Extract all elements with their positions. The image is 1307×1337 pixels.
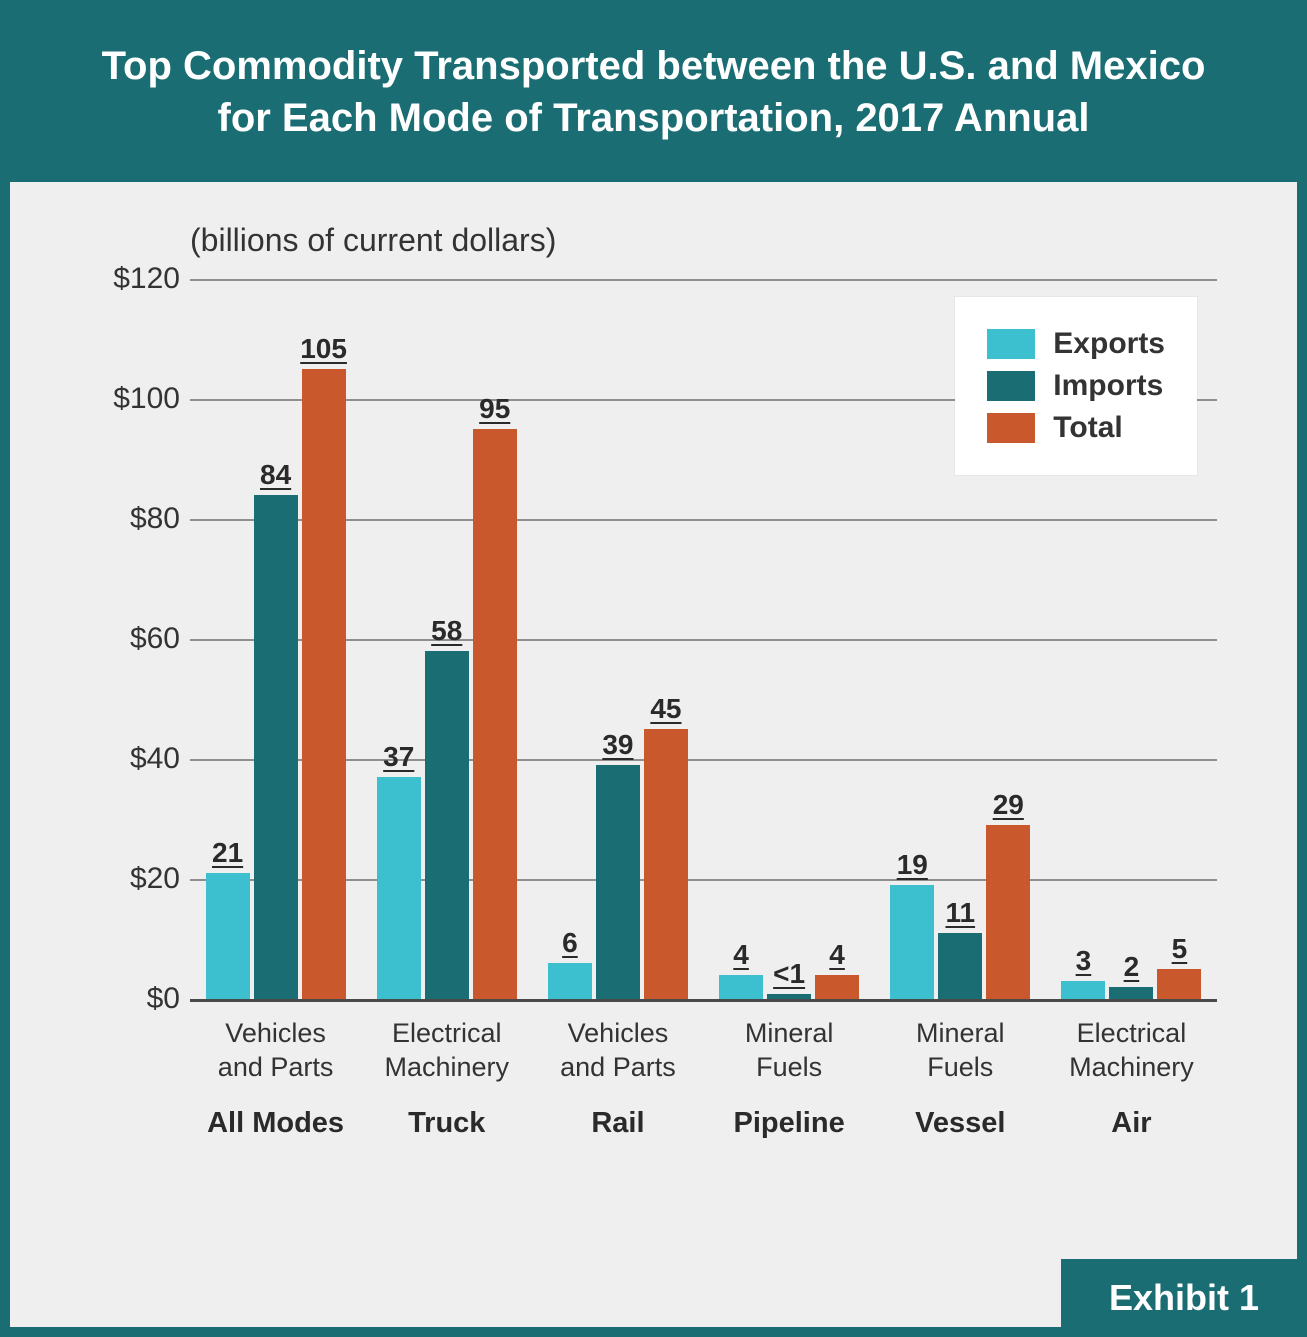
title-line-1: Top Commodity Transported between the U.… <box>50 40 1257 92</box>
bar-value-label: 11 <box>945 897 975 929</box>
legend-swatch <box>987 413 1035 443</box>
bar-value-label: 2 <box>1124 951 1140 983</box>
bar-value-label: 4 <box>829 939 845 971</box>
bar-group: 4 <1 4 <box>704 279 875 999</box>
commodity-label: Vehiclesand Parts <box>532 1017 703 1085</box>
legend-label: Total <box>1053 411 1122 445</box>
bar-imports: <1 <box>767 994 811 999</box>
bar-exports: 21 <box>206 873 250 999</box>
chart-area: (billions of current dollars) $0 $20 $40 $6… <box>10 182 1297 1242</box>
commodity-label: MineralFuels <box>704 1017 875 1085</box>
chart-subtitle: (billions of current dollars) <box>190 222 1237 259</box>
bar-exports: 3 <box>1061 981 1105 999</box>
bar-total: 105 <box>302 369 346 999</box>
baseline <box>190 999 1217 1002</box>
y-axis-tick-label: $100 <box>90 382 180 416</box>
bar-value-label: 37 <box>383 741 414 773</box>
bar-group: 2184105 <box>190 279 361 999</box>
y-axis-tick-label: $120 <box>90 262 180 296</box>
bar-value-label: 4 <box>733 939 749 971</box>
mode-label: Rail <box>532 1107 703 1140</box>
bar-imports: 11 <box>938 933 982 999</box>
legend-item: Exports <box>987 327 1165 361</box>
legend-item: Total <box>987 411 1165 445</box>
bar-value-label: 3 <box>1076 945 1092 977</box>
x-axis-group-label: MineralFuels Vessel <box>875 1017 1046 1140</box>
legend-label: Exports <box>1053 327 1165 361</box>
legend-label: Imports <box>1053 369 1163 403</box>
y-axis-tick-label: $0 <box>90 982 180 1016</box>
bar-group: 375895 <box>361 279 532 999</box>
bar-value-label: 21 <box>212 837 243 869</box>
title-bar: Top Commodity Transported between the U.… <box>10 10 1297 182</box>
bar-value-label: 95 <box>479 393 510 425</box>
bar-value-label: 45 <box>650 693 681 725</box>
commodity-label: ElectricalMachinery <box>1046 1017 1217 1085</box>
mode-label: All Modes <box>190 1107 361 1140</box>
bar-imports: 58 <box>425 651 469 999</box>
chart-frame: Top Commodity Transported between the U.… <box>0 0 1307 1337</box>
bar-value-label: 58 <box>431 615 462 647</box>
bar-value-label: 19 <box>897 849 928 881</box>
commodity-label: Vehiclesand Parts <box>190 1017 361 1085</box>
y-axis-tick-label: $20 <box>90 862 180 896</box>
commodity-label: MineralFuels <box>875 1017 1046 1085</box>
bar-exports: 6 <box>548 963 592 999</box>
bar-exports: 4 <box>719 975 763 999</box>
mode-label: Truck <box>361 1107 532 1140</box>
bar-value-label: 29 <box>993 789 1024 821</box>
x-axis-group-label: Vehiclesand Parts Rail <box>532 1017 703 1140</box>
bar-total: 5 <box>1157 969 1201 999</box>
x-axis-group-label: Vehiclesand Parts All Modes <box>190 1017 361 1140</box>
legend-swatch <box>987 329 1035 359</box>
bar-value-label: 84 <box>260 459 291 491</box>
title-line-2: for Each Mode of Transportation, 2017 An… <box>50 92 1257 144</box>
bar-value-label: 39 <box>602 729 633 761</box>
bar-value-label: 105 <box>300 333 347 365</box>
x-axis-labels: Vehiclesand PartsAll ModesElectricalMach… <box>190 1017 1217 1140</box>
mode-label: Air <box>1046 1107 1217 1140</box>
mode-label: Pipeline <box>704 1107 875 1140</box>
bar-imports: 2 <box>1109 987 1153 999</box>
bar-value-label: 6 <box>562 927 578 959</box>
x-axis-group-label: ElectricalMachinery Air <box>1046 1017 1217 1140</box>
legend-swatch <box>987 371 1035 401</box>
bar-value-label: <1 <box>773 958 805 990</box>
bar-total: 4 <box>815 975 859 999</box>
bar-exports: 37 <box>377 777 421 999</box>
bar-imports: 84 <box>254 495 298 999</box>
x-axis-group-label: ElectricalMachinery Truck <box>361 1017 532 1140</box>
exhibit-tag: Exhibit 1 <box>1061 1259 1307 1337</box>
commodity-label: ElectricalMachinery <box>361 1017 532 1085</box>
bar-value-label: 5 <box>1172 933 1188 965</box>
bar-total: 29 <box>986 825 1030 999</box>
x-axis-group-label: MineralFuels Pipeline <box>704 1017 875 1140</box>
legend-item: Imports <box>987 369 1165 403</box>
y-axis-tick-label: $40 <box>90 742 180 776</box>
bar-group: 63945 <box>532 279 703 999</box>
bar-imports: 39 <box>596 765 640 999</box>
y-axis-tick-label: $80 <box>90 502 180 536</box>
legend: Exports Imports Total <box>955 297 1197 475</box>
bar-total: 95 <box>473 429 517 999</box>
bar-total: 45 <box>644 729 688 999</box>
y-axis-tick-label: $60 <box>90 622 180 656</box>
mode-label: Vessel <box>875 1107 1046 1140</box>
bar-exports: 19 <box>890 885 934 999</box>
